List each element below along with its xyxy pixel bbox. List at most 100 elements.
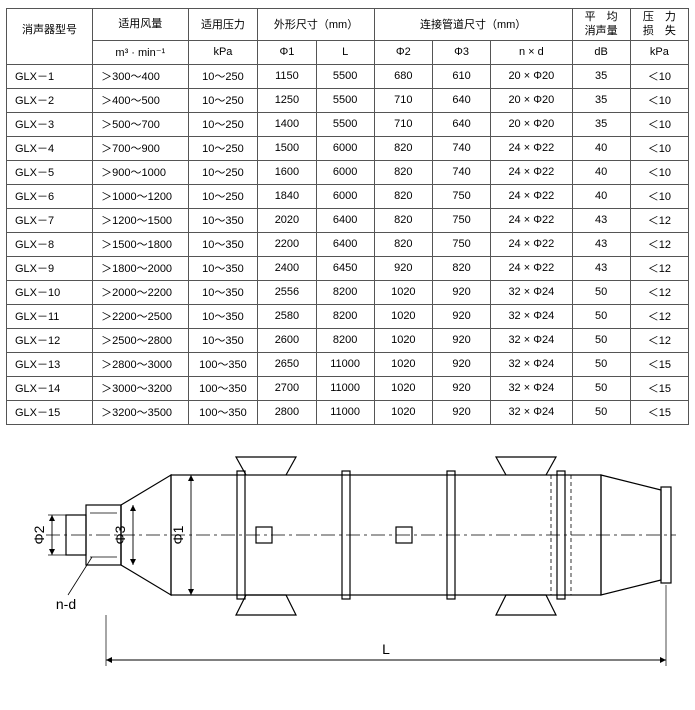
- table-row: GLX－8＞1500～180010～3502200640082075024 × …: [7, 232, 689, 256]
- cell-phi1: 2200: [258, 232, 316, 256]
- cell-loss: ＜12: [630, 280, 688, 304]
- hdr-loss2: 损 失: [633, 24, 686, 38]
- cell-pressure: 10～350: [188, 280, 258, 304]
- table-row: GLX－12＞2500～280010～35026008200102092032 …: [7, 328, 689, 352]
- table-row: GLX－3＞500～70010～2501400550071064020 × Φ2…: [7, 112, 689, 136]
- cell-phi3: 740: [432, 136, 490, 160]
- cell-model: GLX－13: [7, 352, 93, 376]
- cell-phi1: 2020: [258, 208, 316, 232]
- cell-nxd: 32 × Φ24: [491, 280, 572, 304]
- col-pressure: 适用压力: [188, 9, 258, 41]
- cell-model: GLX－1: [7, 64, 93, 88]
- cell-L: 8200: [316, 280, 374, 304]
- cell-phi2: 820: [374, 184, 432, 208]
- cell-phi2: 920: [374, 256, 432, 280]
- svg-text:Φ3: Φ3: [112, 525, 128, 544]
- cell-airflow: ＞300～400: [93, 64, 188, 88]
- cell-nxd: 32 × Φ24: [491, 400, 572, 424]
- cell-pressure: 10～350: [188, 304, 258, 328]
- table-row: GLX－9＞1800～200010～3502400645092082024 × …: [7, 256, 689, 280]
- cell-loss: ＜15: [630, 352, 688, 376]
- cell-L: 6400: [316, 208, 374, 232]
- cell-phi1: 1500: [258, 136, 316, 160]
- cell-airflow: ＞2800～3000: [93, 352, 188, 376]
- cell-loss: ＜10: [630, 184, 688, 208]
- cell-nxd: 32 × Φ24: [491, 304, 572, 328]
- cell-phi2: 820: [374, 160, 432, 184]
- table-row: GLX－13＞2800～3000100～35026501100010209203…: [7, 352, 689, 376]
- cell-model: GLX－14: [7, 376, 93, 400]
- cell-phi1: 1400: [258, 112, 316, 136]
- col-model: 消声器型号: [7, 9, 93, 65]
- cell-pressure: 10～350: [188, 256, 258, 280]
- cell-atten: 40: [572, 184, 630, 208]
- cell-phi3: 820: [432, 256, 490, 280]
- cell-airflow: ＞700～900: [93, 136, 188, 160]
- cell-nxd: 32 × Φ24: [491, 376, 572, 400]
- cell-phi1: 2580: [258, 304, 316, 328]
- cell-loss: ＜12: [630, 256, 688, 280]
- cell-model: GLX－2: [7, 88, 93, 112]
- cell-phi1: 2700: [258, 376, 316, 400]
- cell-L: 11000: [316, 376, 374, 400]
- cell-model: GLX－15: [7, 400, 93, 424]
- cell-L: 11000: [316, 400, 374, 424]
- cell-model: GLX－3: [7, 112, 93, 136]
- cell-loss: ＜12: [630, 208, 688, 232]
- col-airflow: 适用风量: [93, 9, 188, 41]
- cell-nxd: 32 × Φ24: [491, 352, 572, 376]
- cell-pressure: 10～250: [188, 64, 258, 88]
- svg-text:Φ2: Φ2: [31, 525, 47, 544]
- cell-loss: ＜12: [630, 232, 688, 256]
- cell-phi2: 710: [374, 88, 432, 112]
- cell-phi2: 1020: [374, 376, 432, 400]
- cell-phi1: 2800: [258, 400, 316, 424]
- cell-airflow: ＞1800～2000: [93, 256, 188, 280]
- cell-model: GLX－6: [7, 184, 93, 208]
- cell-loss: ＜10: [630, 112, 688, 136]
- cell-L: 6000: [316, 184, 374, 208]
- cell-nxd: 24 × Φ22: [491, 208, 572, 232]
- cell-phi1: 1600: [258, 160, 316, 184]
- cell-atten: 50: [572, 328, 630, 352]
- cell-atten: 43: [572, 208, 630, 232]
- cell-phi2: 820: [374, 136, 432, 160]
- cell-L: 6450: [316, 256, 374, 280]
- cell-loss: ＜10: [630, 136, 688, 160]
- cell-model: GLX－9: [7, 256, 93, 280]
- cell-atten: 50: [572, 376, 630, 400]
- cell-model: GLX－7: [7, 208, 93, 232]
- cell-phi3: 920: [432, 328, 490, 352]
- cell-atten: 35: [572, 88, 630, 112]
- hdr-model: 消声器型号: [9, 21, 90, 37]
- cell-model: GLX－11: [7, 304, 93, 328]
- cell-model: GLX－12: [7, 328, 93, 352]
- table-row: GLX－6＞1000～120010～2501840600082075024 × …: [7, 184, 689, 208]
- silencer-svg: LΦ1Φ3Φ2n-d: [6, 435, 689, 685]
- cell-atten: 50: [572, 280, 630, 304]
- cell-phi3: 920: [432, 304, 490, 328]
- cell-loss: ＜10: [630, 88, 688, 112]
- cell-airflow: ＞2200～2500: [93, 304, 188, 328]
- hdr-phi3: Φ3: [432, 40, 490, 64]
- cell-phi3: 750: [432, 208, 490, 232]
- cell-pressure: 10～250: [188, 112, 258, 136]
- hdr-airflow: 适用风量: [95, 17, 185, 31]
- cell-pressure: 10～250: [188, 88, 258, 112]
- cell-phi1: 1250: [258, 88, 316, 112]
- cell-L: 5500: [316, 112, 374, 136]
- cell-nxd: 20 × Φ20: [491, 64, 572, 88]
- cell-pressure: 10～350: [188, 208, 258, 232]
- silencer-diagram: LΦ1Φ3Φ2n-d: [6, 435, 689, 688]
- hdr-nxd: n × d: [491, 40, 572, 64]
- hdr-phi2: Φ2: [374, 40, 432, 64]
- cell-atten: 35: [572, 112, 630, 136]
- cell-airflow: ＞900～1000: [93, 160, 188, 184]
- cell-phi3: 920: [432, 400, 490, 424]
- table-row: GLX－10＞2000～220010～35025568200102092032 …: [7, 280, 689, 304]
- cell-phi3: 920: [432, 376, 490, 400]
- hdr-l: L: [316, 40, 374, 64]
- cell-pressure: 100～350: [188, 376, 258, 400]
- cell-phi3: 640: [432, 88, 490, 112]
- cell-phi3: 920: [432, 280, 490, 304]
